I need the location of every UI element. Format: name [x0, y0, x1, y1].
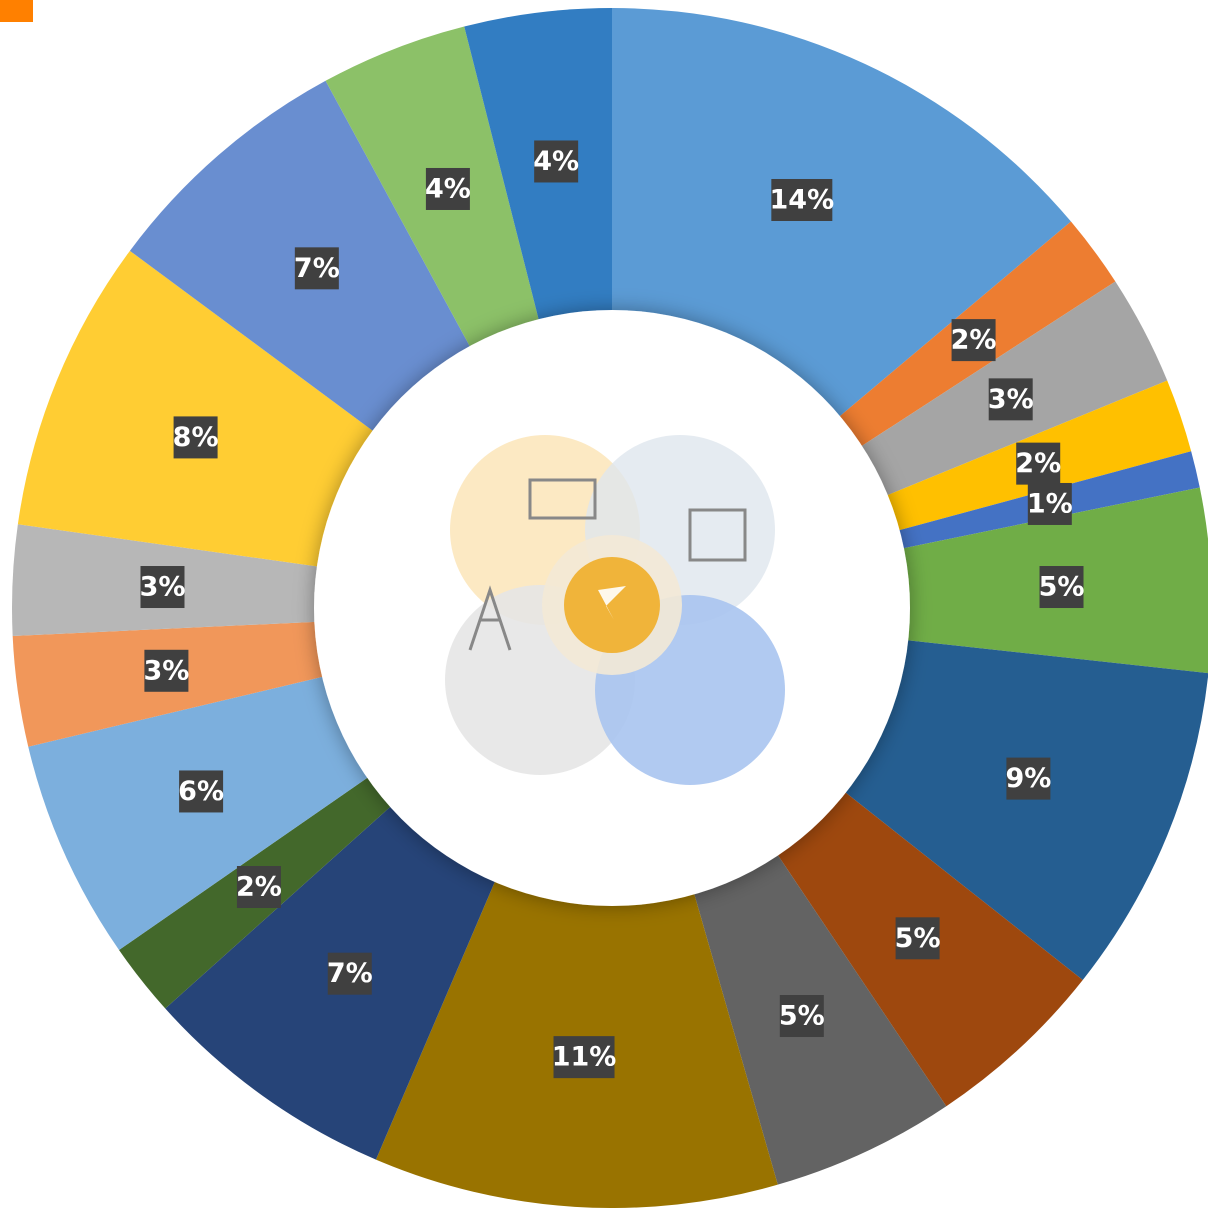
data-label: 8% [173, 422, 219, 453]
data-label: 5% [895, 923, 941, 954]
data-label: 2% [951, 325, 997, 356]
corner-marker [0, 0, 33, 22]
data-label: 7% [294, 253, 340, 284]
data-label: 14% [770, 184, 835, 215]
data-label: 7% [327, 958, 373, 989]
data-label: 1% [1027, 488, 1073, 519]
data-label: 6% [178, 776, 224, 807]
data-label: 3% [140, 572, 186, 603]
data-label: 5% [1039, 572, 1085, 603]
data-label: 2% [236, 872, 282, 903]
data-label: 2% [1015, 448, 1061, 479]
chart: 14% 2% 3% 2% 1% 5% 9% 5% 5% 11% 7% 2% 6% 3% 3% 8% 7% 4% 4% [0, 0, 1208, 1208]
data-label: 3% [988, 384, 1034, 415]
data-label: 5% [779, 1001, 825, 1032]
data-label: 3% [143, 655, 189, 686]
data-label: 11% [552, 1042, 617, 1073]
center-logo [445, 435, 785, 785]
data-label: 4% [533, 146, 579, 177]
data-label: 4% [425, 173, 471, 204]
data-label: 9% [1005, 763, 1051, 794]
